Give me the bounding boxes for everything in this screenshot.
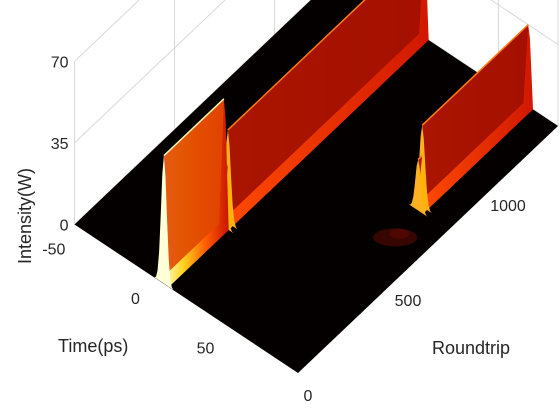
surface-base — [74, 0, 558, 373]
pulse-crest — [421, 24, 529, 126]
pulse-ridge-back — [159, 98, 224, 281]
x-axis-label: Roundtrip — [432, 338, 510, 358]
pulse-ridge-back — [223, 0, 421, 220]
z-tick-label: 35 — [51, 136, 69, 153]
x-tick-label: 1000 — [490, 198, 526, 215]
z-tick-label: 70 — [51, 54, 69, 71]
x-tick-label: 0 — [304, 388, 313, 405]
pulse-cap — [154, 155, 174, 290]
pulse-crest — [227, 0, 366, 131]
pulse-ridge-back — [417, 24, 529, 204]
y-tick-label: 50 — [197, 340, 215, 357]
surface-ridges — [154, 0, 533, 290]
floor-haze — [389, 228, 410, 239]
x-tick-label: 500 — [395, 293, 422, 310]
y-tick-label: 0 — [131, 291, 140, 308]
surface-floor — [74, 0, 558, 373]
pulse-cap — [408, 159, 428, 217]
z-axis-label: Intensity(W) — [15, 168, 35, 264]
pulse-crest — [417, 155, 423, 160]
gridline-z — [74, 0, 559, 144]
y-tick-label: -50 — [42, 241, 65, 258]
pulse-crest — [163, 98, 225, 157]
y-axis-label: Time(ps) — [58, 336, 128, 356]
z-tick-label: 0 — [60, 218, 69, 235]
